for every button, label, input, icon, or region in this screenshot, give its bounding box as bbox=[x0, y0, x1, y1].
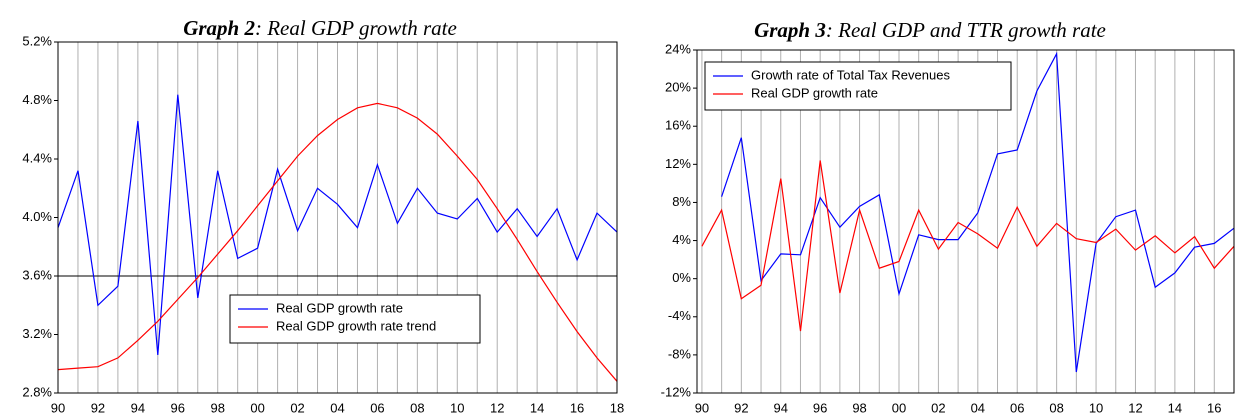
y-tick-label: 8% bbox=[672, 194, 691, 209]
x-tick-label: 98 bbox=[852, 400, 866, 415]
x-tick-label: 98 bbox=[210, 400, 224, 415]
y-tick-label: -4% bbox=[668, 308, 692, 323]
title-lead: Graph 3 bbox=[754, 18, 826, 42]
y-tick-label: 4% bbox=[672, 232, 691, 247]
y-tick-label: 4.0% bbox=[22, 209, 52, 224]
x-tick-label: 00 bbox=[250, 400, 264, 415]
y-tick-label: 20% bbox=[665, 80, 691, 95]
x-tick-label: 92 bbox=[734, 400, 748, 415]
legend-label: Real GDP growth rate bbox=[276, 300, 403, 315]
x-tick-label: 06 bbox=[370, 400, 384, 415]
y-tick-label: -8% bbox=[668, 346, 692, 361]
x-tick-label: 00 bbox=[892, 400, 906, 415]
x-tick-label: 96 bbox=[171, 400, 185, 415]
x-tick-label: 90 bbox=[695, 400, 709, 415]
x-tick-label: 10 bbox=[1089, 400, 1103, 415]
legend-label: Real GDP growth rate trend bbox=[276, 318, 436, 333]
x-tick-label: 12 bbox=[1128, 400, 1142, 415]
plot-frame bbox=[57, 41, 618, 394]
legend-label: Growth rate of Total Tax Revenues bbox=[751, 67, 950, 82]
series-line bbox=[701, 160, 1235, 332]
series-line bbox=[721, 51, 1235, 373]
plot-frame bbox=[696, 49, 1235, 394]
x-tick-label: 92 bbox=[91, 400, 105, 415]
x-tick-label: 90 bbox=[51, 400, 65, 415]
x-tick-label: 08 bbox=[1049, 400, 1063, 415]
x-tick-label: 16 bbox=[1207, 400, 1221, 415]
y-tick-label: 16% bbox=[665, 118, 691, 133]
legend-box bbox=[229, 294, 481, 344]
y-tick-label: -12% bbox=[661, 384, 692, 399]
y-tick-label: 24% bbox=[665, 41, 691, 56]
x-tick-label: 14 bbox=[1168, 400, 1182, 415]
y-tick-label: 5.2% bbox=[22, 33, 52, 48]
x-tick-label: 16 bbox=[570, 400, 584, 415]
x-tick-label: 02 bbox=[931, 400, 945, 415]
legend-box bbox=[704, 61, 1012, 111]
title-rest: : Real GDP growth rate bbox=[255, 16, 457, 40]
x-tick-label: 96 bbox=[813, 400, 827, 415]
x-tick-label: 10 bbox=[450, 400, 464, 415]
x-tick-label: 04 bbox=[330, 400, 344, 415]
y-tick-label: 2.8% bbox=[22, 384, 52, 399]
chart-title: Graph 3: Real GDP and TTR growth rate bbox=[754, 18, 1106, 42]
x-tick-label: 94 bbox=[774, 400, 788, 415]
y-tick-label: 3.2% bbox=[22, 326, 52, 341]
title-lead: Graph 2 bbox=[183, 16, 255, 40]
y-tick-label: 12% bbox=[665, 156, 691, 171]
y-tick-label: 4.8% bbox=[22, 92, 52, 107]
title-rest: : Real GDP and TTR growth rate bbox=[826, 18, 1106, 42]
y-tick-label: 4.4% bbox=[22, 150, 52, 165]
x-tick-label: 06 bbox=[1010, 400, 1024, 415]
legend-label: Real GDP growth rate bbox=[751, 85, 878, 100]
x-tick-label: 94 bbox=[131, 400, 145, 415]
chart-title: Graph 2: Real GDP growth rate bbox=[183, 16, 457, 40]
x-tick-label: 02 bbox=[290, 400, 304, 415]
series-line bbox=[57, 102, 618, 382]
x-tick-label: 08 bbox=[410, 400, 424, 415]
x-tick-label: 14 bbox=[530, 400, 544, 415]
series-line bbox=[57, 94, 618, 356]
x-tick-label: 12 bbox=[490, 400, 504, 415]
x-tick-label: 18 bbox=[610, 400, 624, 415]
x-tick-label: 04 bbox=[971, 400, 985, 415]
y-tick-label: 0% bbox=[672, 270, 691, 285]
y-tick-label: 3.6% bbox=[22, 267, 52, 282]
